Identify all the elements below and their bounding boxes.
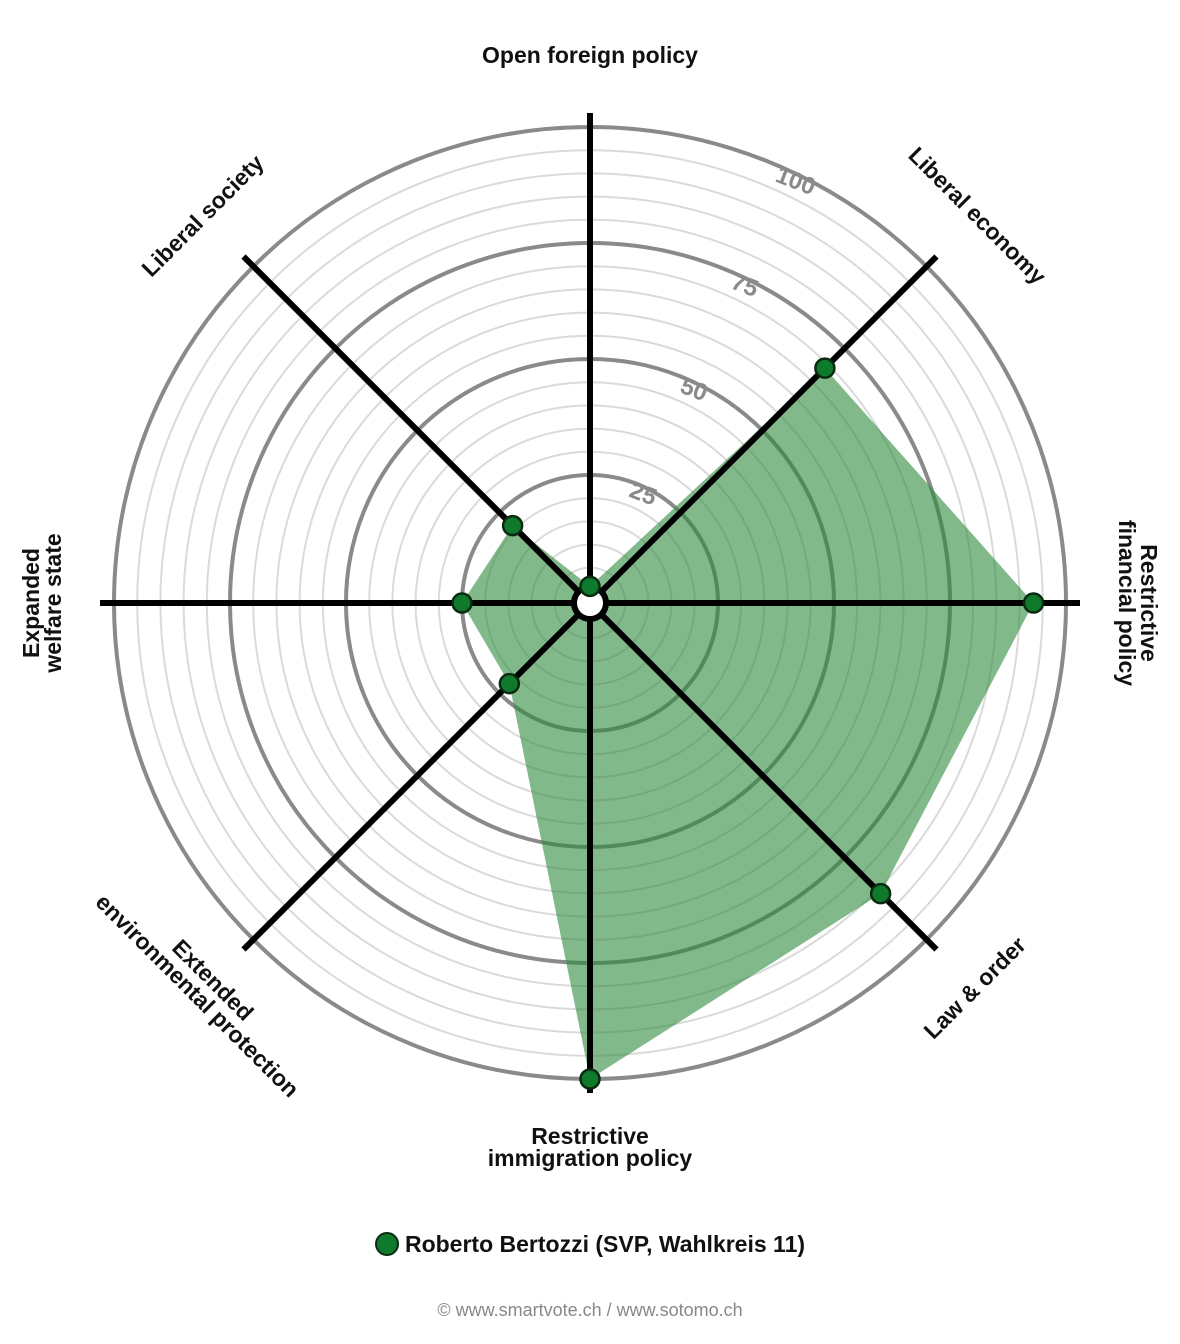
data-point xyxy=(451,592,473,614)
axis-label: Restrictivefinancial policy xyxy=(1114,520,1162,686)
radar-chart: 25 50 75 100 Open foreign policy Liberal econ… xyxy=(18,42,1162,1171)
axis-spoke xyxy=(241,254,584,597)
legend-label: Roberto Bertozzi (SVP, Wahlkreis 11) xyxy=(404,1230,806,1257)
axis-label: Open foreign policy xyxy=(482,42,698,68)
axis-spoke xyxy=(596,254,939,597)
data-point xyxy=(869,882,892,905)
axis-label: Restrictive immigration policy xyxy=(488,1123,693,1171)
legend-item: Roberto Bertozzi (SVP, Wahlkreis 11) xyxy=(374,1230,806,1258)
legend: Roberto Bertozzi (SVP, Wahlkreis 11) xyxy=(0,1226,1180,1262)
legend-marker xyxy=(374,1232,399,1256)
series-area xyxy=(462,368,1034,1079)
axis-spoke xyxy=(241,609,584,952)
data-point xyxy=(579,1068,601,1090)
data-point xyxy=(579,575,601,598)
tick-label: 100 xyxy=(772,162,819,202)
axis-label: Expandedwelfare state xyxy=(18,533,66,673)
footer-credits: © www.smartvote.ch / www.sotomo.ch xyxy=(437,1300,743,1320)
data-point xyxy=(498,672,521,695)
data-point xyxy=(501,514,524,537)
data-point xyxy=(1022,592,1045,614)
data-point xyxy=(814,357,836,379)
